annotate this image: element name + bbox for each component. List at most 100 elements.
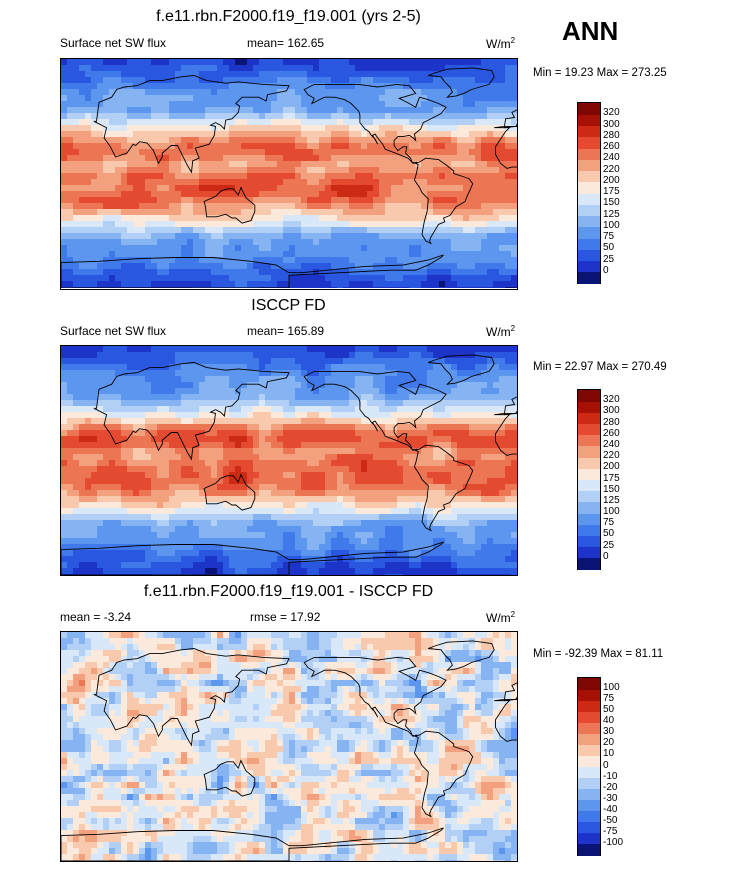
map-cell <box>475 466 482 473</box>
map-cell <box>73 478 80 485</box>
map-cell <box>361 233 368 240</box>
map-cell <box>127 436 134 443</box>
map-cell <box>181 430 188 437</box>
map-cell <box>439 203 446 210</box>
map-cell <box>187 197 194 204</box>
map-cell <box>277 203 284 210</box>
map-cell <box>115 191 122 198</box>
map-cell <box>445 263 452 270</box>
map-cell <box>157 185 164 192</box>
map-cell <box>385 263 392 270</box>
map-cell <box>499 263 506 270</box>
map-cell <box>457 89 464 96</box>
map-cell <box>289 281 296 288</box>
map-cell <box>241 346 248 353</box>
map-cell <box>205 245 212 252</box>
map-cell <box>211 442 218 449</box>
map-cell <box>421 364 428 371</box>
map-cell <box>403 101 410 108</box>
map-cell <box>61 125 68 132</box>
map-cell <box>343 221 350 228</box>
map-cell <box>73 460 80 467</box>
map-cell <box>229 484 236 491</box>
map-cell <box>121 442 128 449</box>
map-cell <box>67 346 74 353</box>
map-cell <box>427 388 434 395</box>
map-cell <box>505 167 512 174</box>
map-cell <box>343 233 350 240</box>
map-cell <box>325 71 332 78</box>
map-cell <box>289 346 296 353</box>
map-cell <box>271 484 278 491</box>
map-cell <box>259 406 266 413</box>
map-cell <box>481 221 488 228</box>
map-cell <box>427 370 434 377</box>
map-cell <box>193 418 200 425</box>
map-cell <box>277 245 284 252</box>
map-cell <box>271 71 278 78</box>
map-cell <box>91 400 98 407</box>
map-cell <box>199 442 206 449</box>
map-cell <box>337 406 344 413</box>
map-cell <box>385 436 392 443</box>
map-cell <box>79 352 86 359</box>
map-cell <box>289 394 296 401</box>
map-cell <box>511 418 517 425</box>
map-cell <box>469 191 476 198</box>
map-cell <box>157 107 164 114</box>
map-cell <box>385 382 392 389</box>
map-cell <box>511 275 517 282</box>
map-cell <box>151 215 158 222</box>
map-cell <box>127 287 134 288</box>
map-cell <box>451 191 458 198</box>
map-cell <box>139 376 146 383</box>
map-cell <box>289 478 296 485</box>
map-cell <box>157 275 164 282</box>
map-cell <box>211 388 218 395</box>
map-cell <box>409 131 416 138</box>
map-cell <box>217 490 224 497</box>
map-cell <box>265 143 272 150</box>
map-cell <box>415 257 422 264</box>
map-cell <box>445 346 452 353</box>
map-cell <box>97 197 104 204</box>
map-cell <box>85 388 92 395</box>
map-cell <box>391 257 398 264</box>
colorbar-swatch <box>578 215 600 228</box>
map-cell <box>433 388 440 395</box>
map-cell <box>265 107 272 114</box>
map-cell <box>253 454 260 461</box>
map-cell <box>229 352 236 359</box>
map-cell <box>67 442 74 449</box>
map-cell <box>457 113 464 120</box>
map-cell <box>427 245 434 252</box>
map-cell <box>283 233 290 240</box>
map-cell <box>481 227 488 234</box>
map-cell <box>445 496 452 503</box>
map-cell <box>331 257 338 264</box>
map-cell <box>415 239 422 246</box>
map-cell <box>241 221 248 228</box>
map-cell <box>109 454 116 461</box>
map-cell <box>385 394 392 401</box>
map-cell <box>217 472 224 479</box>
map-cell <box>373 215 380 222</box>
map-cell <box>481 490 488 497</box>
map-cell <box>169 143 176 150</box>
map-cell <box>91 478 98 485</box>
map-cell <box>493 149 500 156</box>
map-cell <box>79 472 86 479</box>
map-cell <box>85 95 92 102</box>
map-cell <box>241 185 248 192</box>
map-cell <box>67 149 74 156</box>
map-cell <box>91 191 98 198</box>
map-cell <box>187 358 194 365</box>
map-cell <box>313 71 320 78</box>
map-cell <box>217 89 224 96</box>
map-cell <box>235 131 242 138</box>
map-cell <box>445 89 452 96</box>
map-cell <box>163 263 170 270</box>
map-cell <box>307 430 314 437</box>
map-cell <box>211 233 218 240</box>
map-cell <box>337 233 344 240</box>
